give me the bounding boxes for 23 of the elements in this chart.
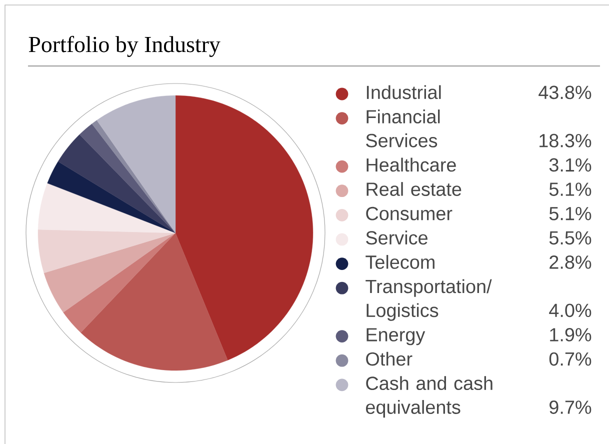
legend-label: Consumer xyxy=(366,206,452,220)
legend-label: Transportation/ Logistics xyxy=(366,279,492,321)
legend-label: Real estate xyxy=(366,182,462,196)
data-label: 5.1% xyxy=(549,182,592,196)
data-label: 5.5% xyxy=(549,231,592,245)
data-label: 9.7% xyxy=(550,400,592,414)
data-label: 5.1% xyxy=(549,206,592,220)
legend-label: Service xyxy=(366,230,428,245)
data-label: 18.3% xyxy=(540,134,592,148)
legend-label: Industrial xyxy=(366,85,441,100)
legend-label: Telecom xyxy=(366,254,434,269)
data-label: 0.7% xyxy=(549,352,592,366)
legend-label: Energy xyxy=(366,328,426,346)
data-label: 1.9% xyxy=(550,328,592,342)
data-label: 4.0% xyxy=(549,304,592,318)
data-label: 3.1% xyxy=(549,158,592,172)
data-label: 2.8% xyxy=(550,255,592,269)
data-label: 43.8% xyxy=(538,86,592,100)
legend-label: Other xyxy=(366,352,412,366)
legend-label: Healthcare xyxy=(366,158,456,172)
legend-label: Financial Services xyxy=(366,110,440,148)
legend-label: Cash and cash equivalents xyxy=(366,376,492,418)
chart-title: Portfolio by Industry xyxy=(28,36,220,57)
